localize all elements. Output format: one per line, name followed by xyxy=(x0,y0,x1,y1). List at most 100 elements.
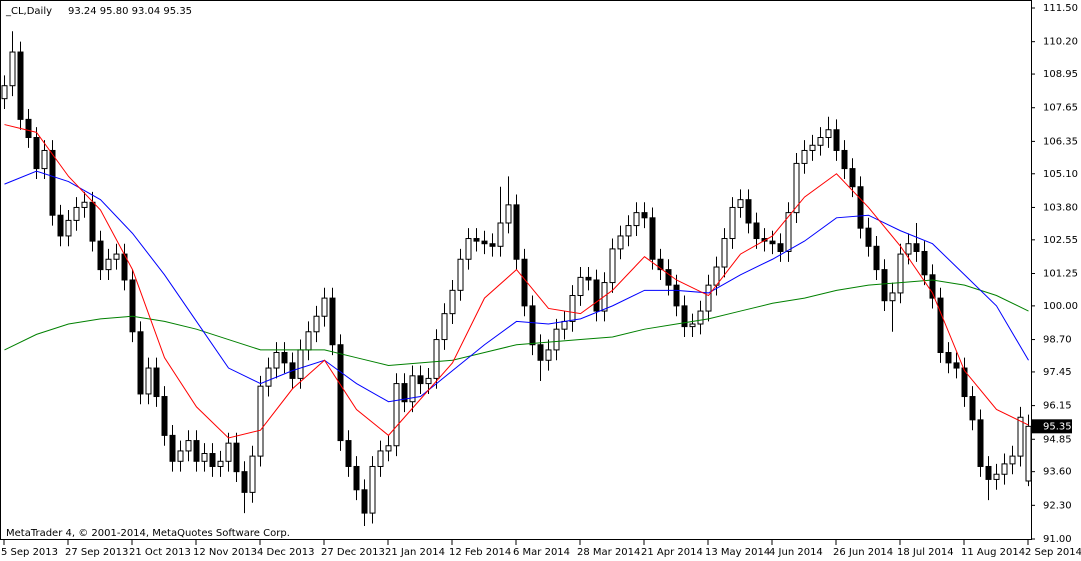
candle-body xyxy=(993,473,1000,480)
ohlc-text: 93.24 95.80 93.04 95.35 xyxy=(68,6,192,17)
y-tick-label: 93.60 xyxy=(1043,467,1072,478)
candle-body xyxy=(977,419,984,467)
candle-body xyxy=(769,240,776,245)
candle-body xyxy=(793,162,800,214)
moving-average xyxy=(4,170,1029,403)
candle-body xyxy=(441,313,448,341)
candle-body xyxy=(321,297,328,317)
candle-body xyxy=(49,149,56,216)
candle-body xyxy=(985,465,992,480)
y-tick-label: 110.20 xyxy=(1043,37,1078,48)
y-tick-label: 100.00 xyxy=(1043,301,1078,312)
candle-body xyxy=(249,455,256,493)
candle-body xyxy=(625,225,632,237)
x-tick-label: 12 Feb 2014 xyxy=(449,547,511,558)
candle-body xyxy=(73,206,80,221)
candle-body xyxy=(585,276,592,281)
candle-body xyxy=(105,258,112,271)
y-tick-label: 101.25 xyxy=(1043,269,1078,280)
candle-body xyxy=(217,460,224,467)
candle-body xyxy=(889,292,896,302)
candle-body xyxy=(169,434,176,462)
moving-average xyxy=(4,124,1029,439)
candle-body xyxy=(945,352,952,364)
y-tick-label: 97.45 xyxy=(1043,367,1072,378)
y-tick-label: 105.10 xyxy=(1043,169,1078,180)
y-tick-label: 94.85 xyxy=(1043,434,1072,445)
candle-body xyxy=(233,442,240,473)
candle-body xyxy=(385,445,392,452)
candle-body xyxy=(89,201,96,242)
candle-body xyxy=(361,489,368,514)
candle-body xyxy=(505,204,512,224)
y-tick-label: 96.15 xyxy=(1043,401,1072,412)
x-tick-label: 21 Apr 2014 xyxy=(641,547,703,558)
candle-body xyxy=(1001,463,1008,475)
x-tick-label: 21 Jan 2014 xyxy=(385,547,445,558)
candle-body xyxy=(961,367,968,398)
candle-body xyxy=(449,289,456,315)
x-tick-label: 2 Sep 2014 xyxy=(1025,547,1081,558)
candle-body xyxy=(177,450,184,462)
candle-body xyxy=(433,339,440,379)
copyright: MetaTrader 4, © 2001-2014, MetaQuotes So… xyxy=(6,528,290,539)
candle-body xyxy=(953,362,960,369)
last-price-box xyxy=(1032,419,1072,434)
candle-body xyxy=(1009,455,1016,465)
candle-body xyxy=(513,204,520,260)
candle-body xyxy=(937,297,944,354)
candle-body xyxy=(193,440,200,462)
candle-body xyxy=(929,274,936,299)
candle-body xyxy=(41,149,48,170)
candle-body xyxy=(601,282,608,312)
candle-body xyxy=(425,377,432,385)
candle-body xyxy=(97,240,104,271)
candle-body xyxy=(657,258,664,271)
candle-body xyxy=(25,118,32,139)
candle-body xyxy=(785,212,792,252)
x-tick-label: 12 Nov 2013 xyxy=(193,547,257,558)
candle-body xyxy=(913,243,920,252)
candle-body xyxy=(473,238,480,242)
y-tick-label: 92.30 xyxy=(1043,500,1072,511)
y-tick-label: 107.65 xyxy=(1043,103,1078,114)
symbol: _CL,Daily xyxy=(5,6,52,17)
candle-body xyxy=(633,212,640,227)
x-tick-label: 11 Aug 2014 xyxy=(961,547,1025,558)
candle-body xyxy=(705,284,712,312)
candle-body xyxy=(81,201,88,208)
candle-body xyxy=(697,310,704,325)
candle-body xyxy=(833,129,840,151)
candle-body xyxy=(17,51,24,120)
x-tick-label: 28 Mar 2014 xyxy=(577,547,640,558)
candle-body xyxy=(185,440,192,452)
candle-body xyxy=(265,367,272,387)
candle-body xyxy=(617,235,624,250)
y-tick-label: 98.70 xyxy=(1043,335,1072,346)
candle-body xyxy=(129,279,136,333)
candle-body xyxy=(257,385,264,457)
candle-body xyxy=(553,328,560,351)
moving-average xyxy=(4,279,1029,366)
candle-body xyxy=(113,253,120,260)
candle-body xyxy=(761,238,768,242)
candle-body xyxy=(841,149,848,170)
candle-body xyxy=(9,51,16,87)
candle-body xyxy=(377,450,384,467)
candle-body xyxy=(569,295,576,322)
candle-body xyxy=(497,222,504,247)
candle-body xyxy=(65,219,72,237)
y-tick-label: 108.95 xyxy=(1043,69,1078,80)
y-tick-label: 106.35 xyxy=(1043,136,1078,147)
x-tick-label: 6 Mar 2014 xyxy=(513,547,570,558)
candle-body xyxy=(457,258,464,291)
candle-body xyxy=(737,199,744,208)
candle-body xyxy=(649,217,656,260)
candle-body xyxy=(393,383,400,447)
candle-body xyxy=(137,331,144,395)
y-tick-label: 111.50 xyxy=(1043,3,1078,14)
candle-body xyxy=(745,199,752,224)
candle-body xyxy=(521,258,528,307)
candle-body xyxy=(409,375,416,403)
